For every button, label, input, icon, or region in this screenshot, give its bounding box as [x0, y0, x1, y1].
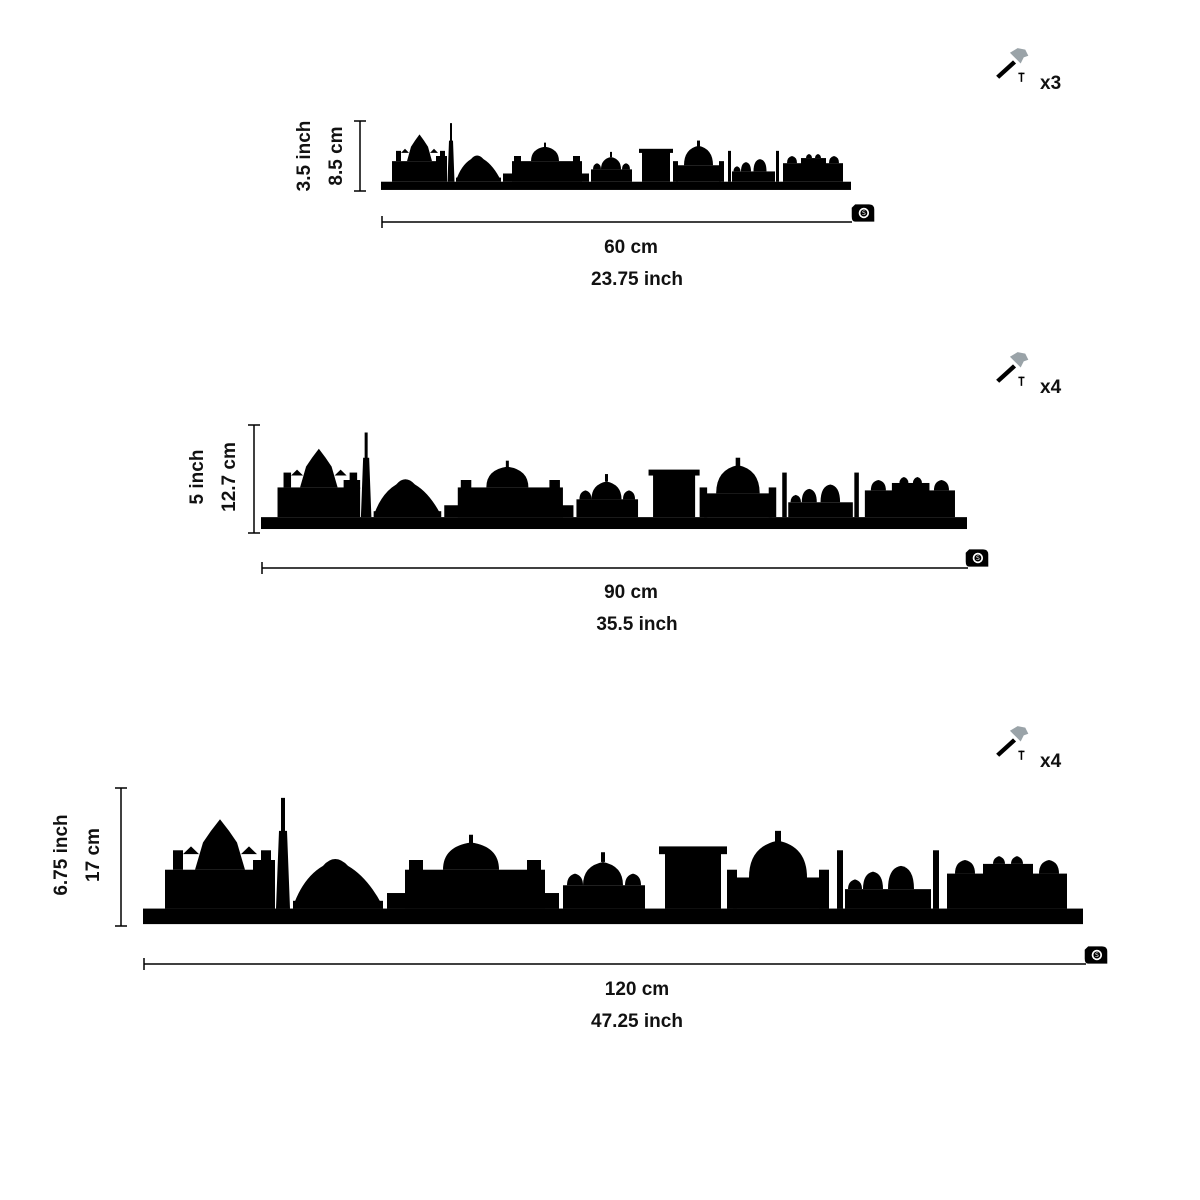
skyline-silhouette-small: [381, 120, 851, 192]
width-inch-label-medium: 35.5 inch: [596, 614, 678, 635]
nail-count-medium: x4: [1040, 377, 1062, 398]
width-inch-label-small: 23.75 inch: [591, 269, 683, 290]
skyline-silhouette-medium: [261, 428, 967, 532]
width-dimension-line-large: [143, 958, 1086, 970]
width-dimension-line-small: [381, 216, 852, 228]
height-dimension-line-medium: [248, 424, 260, 534]
height-dimension-line-small: [354, 120, 366, 192]
hammer-icon: [990, 42, 1036, 88]
height-inch-label-large: 6.75 inch: [51, 814, 72, 896]
height-cm-label-small: 8.5 cm: [326, 126, 347, 186]
height-inch-label-medium: 5 inch: [187, 449, 208, 505]
height-cm-label-large: 17 cm: [83, 828, 104, 882]
nail-count-small: x3: [1040, 73, 1062, 94]
width-cm-label-small: 60 cm: [604, 237, 658, 258]
width-cm-label-medium: 90 cm: [604, 582, 658, 603]
height-inch-label-small: 3.5 inch: [294, 120, 315, 192]
skyline-silhouette-large: [143, 792, 1083, 928]
nail-count-large: x4: [1040, 751, 1062, 772]
hammer-icon: [990, 720, 1036, 766]
measuring-tape-icon: [850, 202, 876, 224]
hammer-icon: [990, 346, 1036, 392]
width-dimension-line-medium: [261, 562, 968, 574]
measuring-tape-icon: [964, 547, 990, 569]
height-cm-label-medium: 12.7 cm: [219, 442, 240, 512]
measuring-tape-icon: [1083, 944, 1109, 966]
height-dimension-line-large: [115, 787, 127, 927]
width-inch-label-large: 47.25 inch: [591, 1011, 683, 1032]
width-cm-label-large: 120 cm: [604, 979, 670, 1000]
